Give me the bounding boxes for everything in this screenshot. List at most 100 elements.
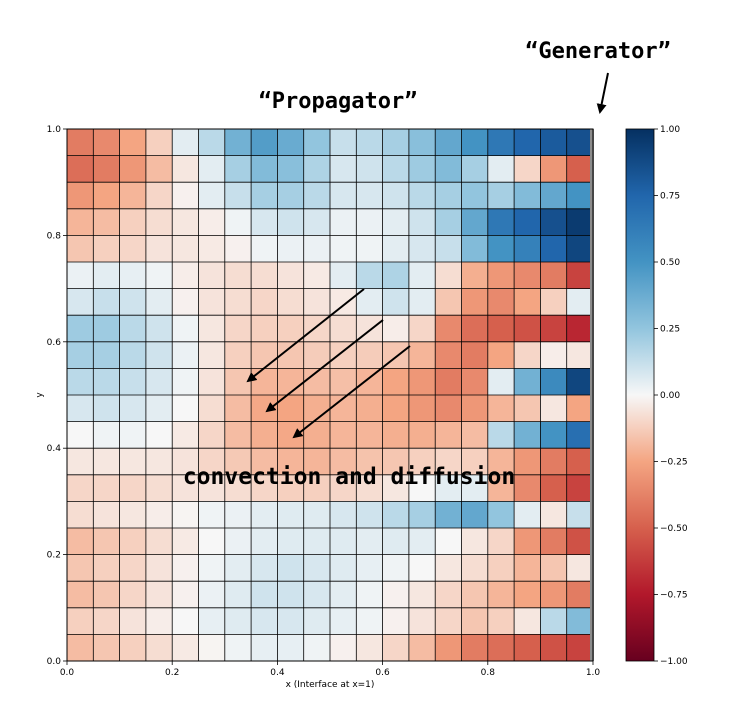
heatmap-cell — [224, 262, 252, 289]
heatmap-cell — [119, 421, 147, 449]
heatmap-cell — [145, 528, 173, 555]
heatmap-cell — [172, 155, 199, 183]
heatmap-cell — [224, 448, 252, 476]
heatmap-cell — [198, 607, 226, 635]
colorbar-tick-label: 1.00 — [660, 125, 680, 135]
heatmap-cell — [382, 421, 410, 449]
heatmap-cell — [303, 634, 331, 662]
heatmap-cell — [330, 501, 357, 529]
heatmap-cell — [330, 448, 357, 476]
heatmap-cell — [514, 182, 541, 210]
heatmap-cell — [514, 129, 541, 156]
heatmap-cell — [487, 634, 515, 662]
heatmap-cell — [93, 182, 120, 210]
heatmap-cell — [172, 368, 199, 396]
colorbar-ticks: 1.00 0.75 0.50 0.25 0.00 −0.25 −0.50 −0.75 −1.00 — [654, 125, 688, 667]
heatmap-cell — [67, 208, 94, 236]
heatmap-cell — [67, 528, 94, 555]
heatmap-cell — [382, 155, 410, 183]
heatmap-cell — [566, 421, 594, 449]
heatmap-cell — [198, 182, 226, 210]
heatmap-cell — [119, 288, 147, 316]
heatmap-cell — [67, 155, 94, 183]
heatmap-cell — [119, 581, 147, 609]
heatmap-cell — [540, 501, 567, 529]
heatmap-cell — [461, 528, 489, 555]
x-axis-ticks: 0.0 0.2 0.4 0.6 0.8 1.0 — [60, 661, 600, 678]
heatmap-cell — [408, 581, 436, 609]
heatmap-cell — [356, 395, 383, 422]
heatmap-cell — [93, 554, 120, 582]
heatmap-cell — [514, 421, 541, 449]
heatmap-cell — [382, 607, 410, 635]
heatmap-cell — [119, 208, 147, 236]
heatmap-cell — [172, 581, 199, 609]
heatmap-cell — [251, 341, 278, 369]
heatmap-cell — [172, 262, 199, 289]
heatmap-cell — [461, 315, 489, 343]
heatmap-cell — [330, 474, 357, 502]
colorbar-tick-label: −0.25 — [660, 458, 688, 468]
heatmap-cell — [487, 474, 515, 502]
interface-boundary-strip — [590, 129, 594, 661]
heatmap-cell — [540, 235, 567, 263]
heatmap-cell — [540, 474, 567, 502]
heatmap-cell — [514, 501, 541, 529]
heatmap-cell — [461, 288, 489, 316]
heatmap-cell — [408, 528, 436, 555]
heatmap-cell — [145, 395, 173, 422]
heatmap-cell — [408, 448, 436, 476]
heatmap-cell — [566, 581, 594, 609]
heatmap-cell — [566, 448, 594, 476]
colorbar-tick-label: −0.75 — [660, 591, 688, 601]
heatmap-cell — [356, 235, 383, 263]
heatmap-cell — [67, 474, 94, 502]
heatmap-cell — [224, 182, 252, 210]
heatmap-cell — [514, 528, 541, 555]
heatmap-cell — [382, 634, 410, 662]
heatmap-cell — [172, 341, 199, 369]
heatmap-cell — [382, 235, 410, 263]
heatmap-cell — [566, 607, 594, 635]
y-tick-label: 0.0 — [47, 657, 62, 667]
heatmap-cell — [277, 155, 304, 183]
heatmap-cell — [566, 634, 594, 662]
heatmap-cell — [382, 262, 410, 289]
heatmap-cell — [277, 368, 304, 396]
heatmap-cell — [435, 501, 462, 529]
heatmap-cell — [172, 288, 199, 316]
heatmap-cell — [435, 129, 462, 156]
heatmap-cell — [566, 501, 594, 529]
heatmap-cell — [172, 395, 199, 422]
heatmap-cell — [382, 129, 410, 156]
generator-annotation: “Generator” — [525, 39, 671, 64]
heatmap-cell — [145, 315, 173, 343]
heatmap-cell — [514, 288, 541, 316]
heatmap-cell — [461, 129, 489, 156]
heatmap-cell — [119, 368, 147, 396]
heatmap-cell — [435, 554, 462, 582]
heatmap-cell — [277, 581, 304, 609]
heatmap-cell — [119, 501, 147, 529]
heatmap-cell — [356, 528, 383, 555]
heatmap-cell — [330, 607, 357, 635]
heatmap-cell — [540, 155, 567, 183]
heatmap-cell — [198, 554, 226, 582]
heatmap-cell — [514, 607, 541, 635]
heatmap-cell — [356, 368, 383, 396]
heatmap-cell — [435, 395, 462, 422]
heatmap-cell — [382, 182, 410, 210]
heatmap-cell — [93, 129, 120, 156]
y-tick-label: 1.0 — [47, 125, 62, 135]
heatmap-cell — [540, 129, 567, 156]
heatmap-cell — [408, 341, 436, 369]
heatmap-cell — [277, 262, 304, 289]
heatmap-cell — [145, 182, 173, 210]
heatmap-cell — [145, 262, 173, 289]
heatmap-cell — [251, 581, 278, 609]
colorbar-tick-label: −0.50 — [660, 524, 688, 534]
heatmap-cell — [514, 368, 541, 396]
heatmap-cell — [356, 155, 383, 183]
heatmap-cell — [540, 341, 567, 369]
heatmap-cell — [198, 528, 226, 555]
